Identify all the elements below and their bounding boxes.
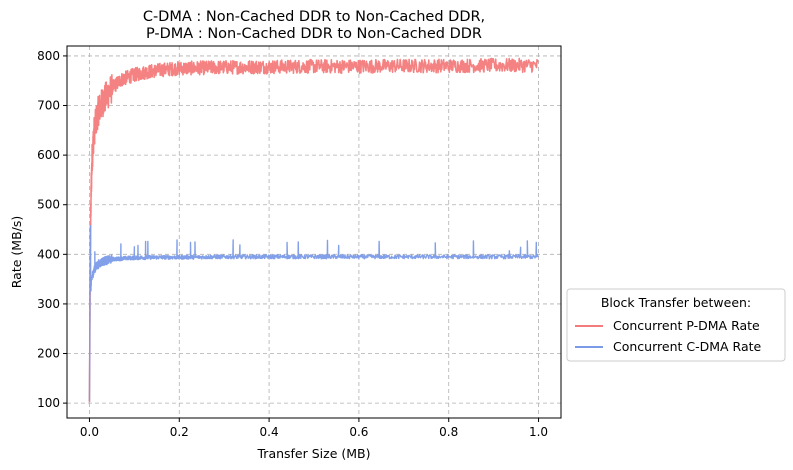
chart-title: C-DMA : Non-Cached DDR to Non-Cached DDR… — [143, 9, 485, 42]
legend-title: Block Transfer between: — [601, 295, 751, 310]
y-tick-label: 700 — [37, 99, 60, 113]
y-axis-label: Rate (MB/s) — [9, 216, 24, 288]
chart-title-line-1: C-DMA : Non-Cached DDR to Non-Cached DDR… — [143, 9, 485, 25]
x-tick-label: 0.4 — [260, 425, 279, 439]
legend-box — [566, 288, 786, 362]
legend-label-cdma: Concurrent C-DMA Rate — [613, 339, 762, 354]
y-tick-label: 200 — [37, 347, 60, 361]
y-tick-label: 500 — [37, 198, 60, 212]
x-tick-label: 0.6 — [349, 425, 368, 439]
y-tick-label: 800 — [37, 49, 60, 63]
series-line-cdma — [88, 224, 539, 402]
y-axis-ticks: 100 200 300 400 500 600 700 800 — [37, 49, 67, 410]
plot-area-frame — [66, 45, 562, 419]
x-axis-ticks: 0.0 0.2 0.4 0.6 0.8 1.0 — [80, 418, 548, 439]
x-tick-label: 1.0 — [529, 425, 548, 439]
grid — [67, 46, 561, 418]
x-tick-label: 0.0 — [80, 425, 99, 439]
legend-label-pdma: Concurrent P-DMA Rate — [613, 318, 760, 333]
y-tick-label: 400 — [37, 247, 60, 261]
chart-title-line-2: P-DMA : Non-Cached DDR to Non-Cached DDR — [146, 26, 482, 42]
y-tick-label: 600 — [37, 148, 60, 162]
y-tick-label: 100 — [37, 396, 60, 410]
x-tick-label: 0.2 — [170, 425, 189, 439]
series-line-pdma — [88, 57, 539, 403]
plot-series — [88, 57, 539, 403]
legend: Block Transfer between: Concurrent P-DMA… — [566, 288, 786, 362]
y-tick-label: 300 — [37, 297, 60, 311]
x-tick-label: 0.8 — [439, 425, 458, 439]
x-axis-label: Transfer Size (MB) — [257, 446, 371, 461]
